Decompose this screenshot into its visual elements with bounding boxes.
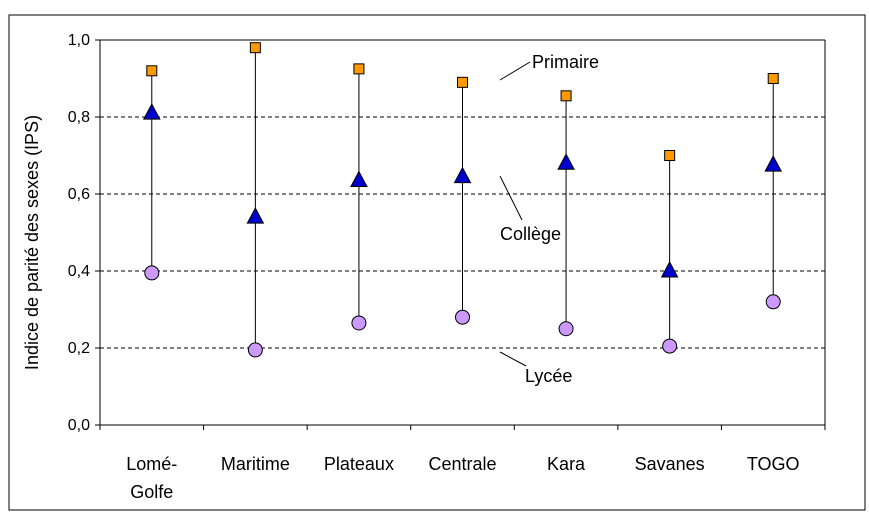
lycee-point	[558, 321, 574, 337]
college-point	[350, 170, 368, 188]
lycee-point	[455, 309, 470, 325]
annotation-leader-line	[499, 175, 523, 221]
y-tick-label: 1,0	[68, 32, 90, 49]
category-label: Kara	[547, 454, 586, 474]
college-point	[557, 153, 575, 170]
primaire-point	[457, 76, 468, 88]
college-point	[453, 166, 472, 184]
annotation-label: Lycée	[525, 366, 572, 386]
college-point	[764, 155, 783, 172]
primaire-point	[249, 42, 261, 54]
lycee-point	[765, 294, 781, 310]
college-point	[660, 260, 679, 278]
annotation-label: Collège	[500, 224, 561, 244]
y-tick-label: 0,2	[68, 340, 90, 357]
category-label: TOGO	[747, 454, 800, 474]
category-label: Savanes	[635, 454, 705, 474]
category-label: Lomé-Golfe	[126, 454, 177, 502]
primaire-point	[664, 150, 676, 161]
y-tick-label: 0,4	[68, 263, 90, 280]
y-tick-label: 0,0	[68, 417, 90, 434]
annotation-leader-line	[499, 351, 527, 367]
lycee-point	[144, 265, 160, 281]
annotation-label: Primaire	[532, 52, 599, 72]
lycee-point	[247, 342, 263, 358]
chart-frame	[8, 14, 866, 511]
lycee-point	[351, 315, 367, 331]
y-tick-label: 0,8	[68, 109, 90, 126]
category-label: Plateaux	[324, 454, 394, 474]
primaire-point	[560, 90, 572, 102]
primaire-point	[353, 63, 365, 75]
primaire-point	[146, 65, 158, 77]
y-tick-label: 0,6	[68, 186, 90, 203]
college-point	[142, 103, 161, 120]
college-point	[246, 207, 265, 224]
y-axis-label: Indice de parité des sexes (IPS)	[22, 115, 42, 370]
primaire-point	[767, 73, 779, 84]
category-label: Maritime	[221, 454, 290, 474]
annotation-leader-line	[499, 61, 531, 81]
category-label: Centrale	[428, 454, 496, 474]
lycee-point	[662, 338, 678, 354]
